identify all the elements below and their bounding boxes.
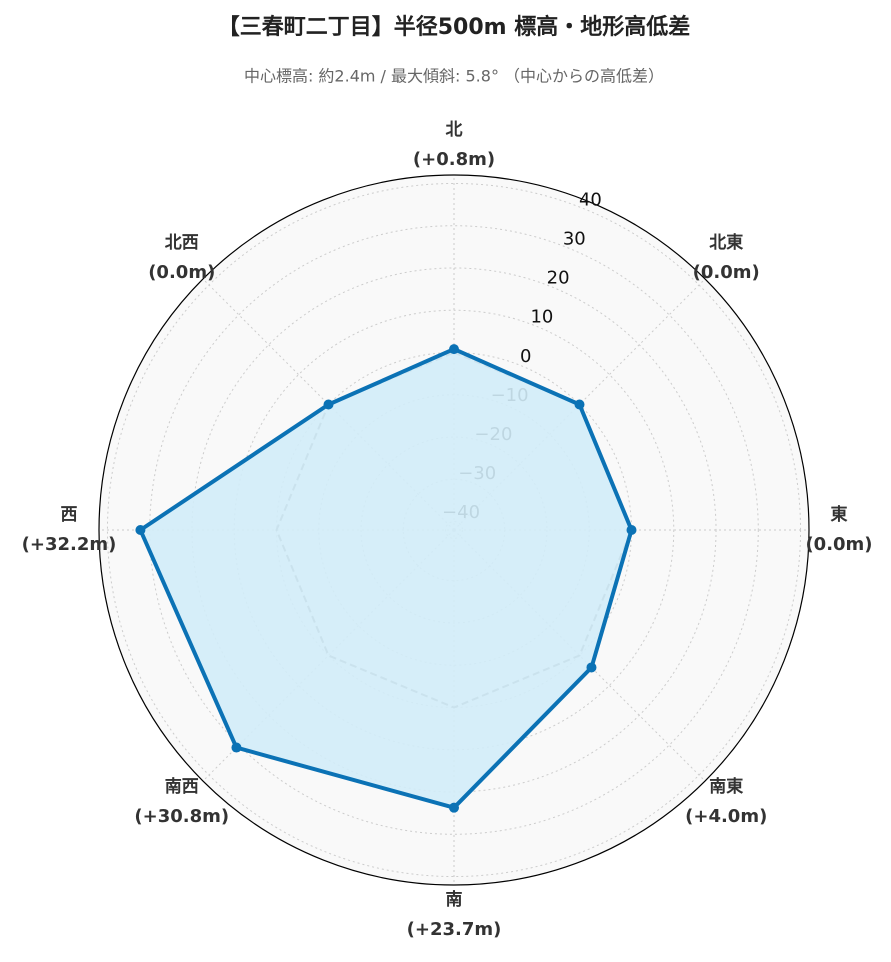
point bbox=[323, 399, 334, 410]
point bbox=[586, 662, 597, 673]
category-label: 南西 bbox=[165, 776, 199, 797]
point bbox=[626, 525, 637, 535]
spoke bbox=[202, 278, 455, 531]
category-label: 北 bbox=[446, 120, 463, 140]
point bbox=[574, 399, 585, 410]
category-value-label: (+0.8m) bbox=[413, 149, 495, 170]
category-label: 南東 bbox=[709, 776, 743, 797]
r-tick-label: 10 bbox=[530, 307, 553, 328]
grid-circle bbox=[106, 182, 802, 878]
spoke bbox=[453, 529, 706, 782]
category-value-label: (0.0m) bbox=[805, 534, 872, 555]
spoke bbox=[453, 278, 706, 531]
chart-subtitle: 中心標高: 約2.4m / 最大傾斜: 5.8° （中心からの高低差） bbox=[244, 67, 664, 86]
point bbox=[449, 802, 459, 813]
r-tick-label: 20 bbox=[547, 268, 570, 289]
category-value-label: (+23.7m) bbox=[407, 919, 502, 940]
category-label: 西 bbox=[61, 505, 78, 525]
category-value-label: (0.0m) bbox=[148, 262, 215, 283]
r-tick-label: 0 bbox=[520, 346, 531, 367]
category-value-label: (+4.0m) bbox=[685, 806, 767, 827]
category-label: 北東 bbox=[709, 232, 743, 253]
category-label: 北西 bbox=[165, 233, 199, 253]
category-label: 東 bbox=[831, 504, 848, 525]
chart-title: 【三春町二丁目】半径500m 標高・地形高低差 bbox=[218, 14, 691, 40]
r-tick-label: 40 bbox=[579, 190, 602, 211]
point bbox=[449, 344, 459, 355]
category-value-label: (0.0m) bbox=[693, 262, 760, 283]
point bbox=[135, 525, 146, 535]
r-tick-label: 30 bbox=[563, 229, 586, 250]
series-area bbox=[140, 349, 632, 808]
point bbox=[231, 742, 242, 753]
category-label: 南 bbox=[446, 889, 463, 910]
category-value-label: (+30.8m) bbox=[134, 806, 229, 827]
category-value-label: (+32.2m) bbox=[22, 534, 117, 555]
